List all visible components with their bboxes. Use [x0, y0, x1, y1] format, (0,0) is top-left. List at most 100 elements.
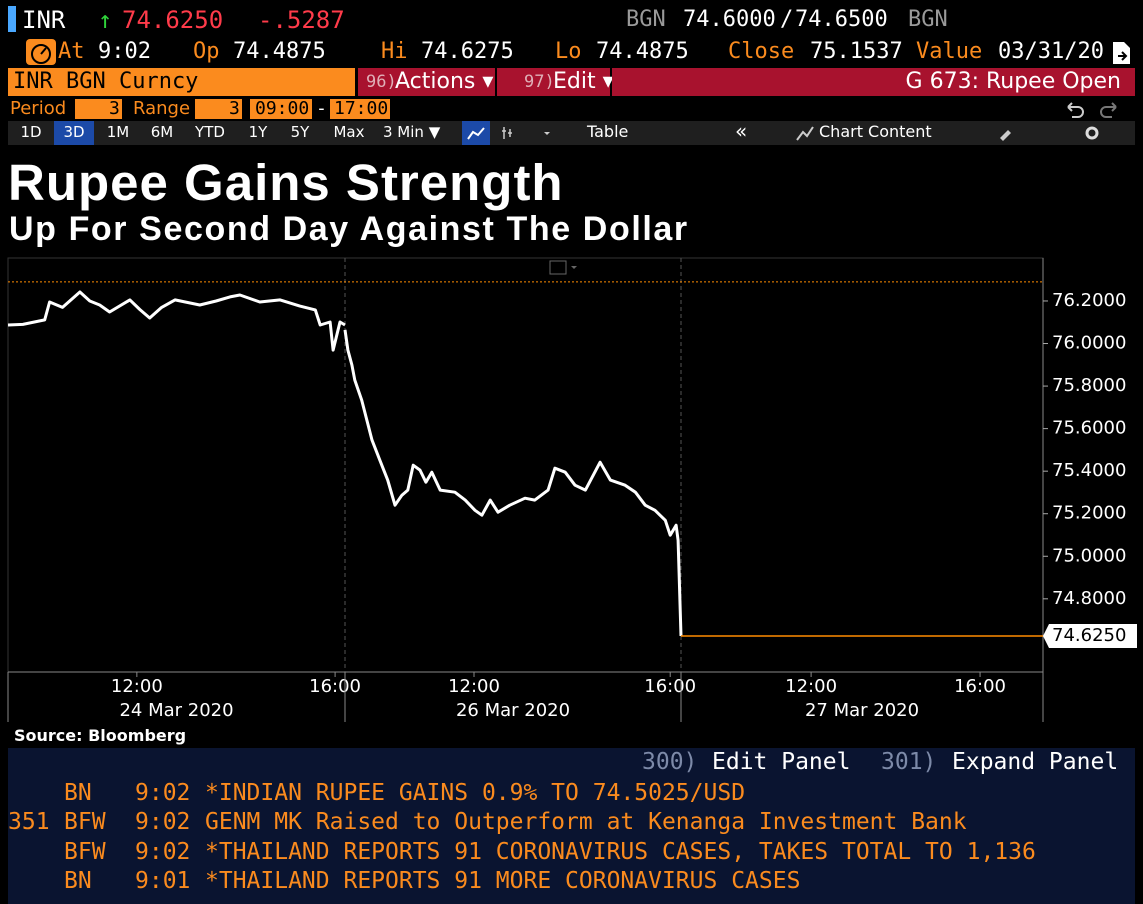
function: G 673: Rupee Open: [905, 69, 1121, 94]
edit-button[interactable]: [497, 68, 610, 96]
quote-label: Lo: [555, 39, 582, 64]
security: INR BGN Curncy: [13, 69, 199, 94]
range: 3: [229, 98, 240, 119]
y-tick-label: 74.8000: [1052, 588, 1126, 609]
x-tick-label: 12:00: [111, 676, 163, 697]
price-line: [7, 290, 346, 352]
chart-content-button[interactable]: Chart Content: [819, 122, 932, 141]
chart-content-icon: [796, 126, 814, 141]
edit-settings-icons[interactable]: [996, 124, 1106, 142]
quote-label: Value: [916, 39, 983, 64]
function-box: [612, 68, 1135, 96]
actions-number: 96): [366, 72, 397, 92]
news-id: 351: [8, 809, 50, 836]
export-icon[interactable]: [1110, 40, 1134, 66]
x-date-label: 27 Mar 2020: [805, 700, 919, 721]
chart-menu-arrow: [571, 266, 577, 269]
range-box[interactable]: [195, 99, 242, 119]
news-time: 9:02: [135, 780, 191, 806]
collapse-button[interactable]: «: [735, 119, 748, 143]
panel-button-number[interactable]: 300): [642, 749, 698, 775]
quote-value: 74.4875: [596, 39, 689, 64]
security-box[interactable]: [8, 68, 355, 96]
range-button[interactable]: 3D: [63, 123, 85, 141]
range-button[interactable]: 6M: [150, 123, 174, 141]
range-button[interactable]: 5Y: [290, 123, 310, 141]
news-headline[interactable]: GENM MK Raised to Outperform at Kenanga …: [205, 809, 967, 836]
ask: 74.6500: [795, 7, 888, 32]
table-button[interactable]: Table: [587, 122, 629, 141]
chart-title: Rupee Gains Strength: [8, 154, 564, 211]
y-tick-label: 76.0000: [1052, 333, 1126, 354]
period-box[interactable]: [75, 99, 122, 119]
x-date-label: 24 Mar 2020: [119, 700, 233, 721]
y-tick-label: 75.6000: [1052, 418, 1126, 439]
gauge-icon: [26, 39, 56, 65]
news-time: 9:01: [135, 867, 191, 894]
chart-subtitle: Up For Second Day Against The Dollar: [9, 210, 689, 248]
quote-value: 75.1537: [810, 39, 903, 64]
ask-source: BGN: [908, 7, 948, 32]
chart: 12:00 16:00 24 Mar 2020 12:00 16:00 26 Mar 20…: [7, 257, 1137, 722]
x-date-label: 26 Mar 2020: [456, 700, 570, 721]
last-value-label: 74.6250: [1052, 625, 1126, 646]
last-value-box: [1043, 624, 1137, 649]
panel-button[interactable]: Expand Panel: [952, 749, 1119, 775]
range-button[interactable]: 1M: [106, 123, 130, 141]
range-button[interactable]: 1Y: [248, 123, 268, 141]
period: 3: [109, 98, 120, 119]
news-time: 9:02: [135, 809, 191, 836]
y-tick-label: 75.4000: [1052, 460, 1126, 481]
quote-value: 03/31/20: [998, 39, 1104, 64]
y-tick-label: 75.2000: [1052, 503, 1126, 524]
edit-label: Edit ▾: [553, 69, 614, 94]
range-button[interactable]: 1D: [20, 123, 42, 141]
news-source: BFW: [64, 809, 106, 836]
end-time: 17:00: [334, 98, 389, 119]
x-tick-label: 12:00: [448, 676, 500, 697]
quote-value: 74.6275: [421, 39, 514, 64]
news-headline[interactable]: *INDIAN RUPEE GAINS 0.9% TO 74.5025/USD: [205, 780, 746, 806]
chart-type-icons: [467, 127, 550, 140]
start-time: 09:00: [255, 98, 310, 119]
panel-button-number[interactable]: 301): [881, 749, 937, 775]
quote-value: 9:02: [98, 39, 151, 64]
selected-range: [54, 121, 94, 145]
news-time: 9:02: [135, 838, 191, 865]
news-source: BN: [64, 780, 92, 806]
time-dash: -: [316, 98, 327, 119]
quote-label: Hi: [381, 39, 408, 64]
news-headline[interactable]: *THAILAND REPORTS 91 MORE CORONAVIRUS CA…: [205, 867, 801, 894]
x-tick-label: 16:00: [644, 676, 696, 697]
actions-label: Actions ▾: [395, 69, 494, 94]
ticker: INR: [22, 6, 66, 34]
panel-button[interactable]: Edit Panel: [712, 749, 851, 775]
news-source: BN: [64, 867, 92, 894]
quote-label: Op: [193, 39, 220, 64]
separator: /: [780, 7, 794, 32]
last-price: 74.6250: [122, 6, 224, 34]
interval-button[interactable]: 3 Min ▼: [383, 123, 441, 141]
end-box[interactable]: [330, 99, 390, 119]
chart-menu-icon: [549, 260, 567, 275]
range-label: Range: [133, 98, 191, 119]
up-arrow: ↑: [98, 6, 113, 34]
actions-button[interactable]: [358, 68, 495, 96]
net-change: -.5287: [258, 6, 345, 34]
y-tick-label: 75.8000: [1052, 375, 1126, 396]
news-headline[interactable]: *THAILAND REPORTS 91 CORONAVIRUS CASES, …: [205, 838, 1036, 865]
range-button[interactable]: YTD: [195, 123, 225, 141]
bid-source: BGN: [626, 7, 666, 32]
period-label: Period: [10, 98, 67, 119]
price-line: [343, 329, 683, 637]
undo-redo[interactable]: [1062, 99, 1132, 119]
range-button[interactable]: Max: [333, 123, 365, 141]
bid: 74.6000: [683, 7, 776, 32]
plot-area: [7, 257, 1044, 673]
start-box[interactable]: [250, 99, 312, 119]
quote-value: 74.4875: [233, 39, 326, 64]
x-tick-label: 12:00: [785, 676, 837, 697]
ticker-marker: [8, 6, 16, 32]
quote-label: Close: [728, 39, 795, 64]
